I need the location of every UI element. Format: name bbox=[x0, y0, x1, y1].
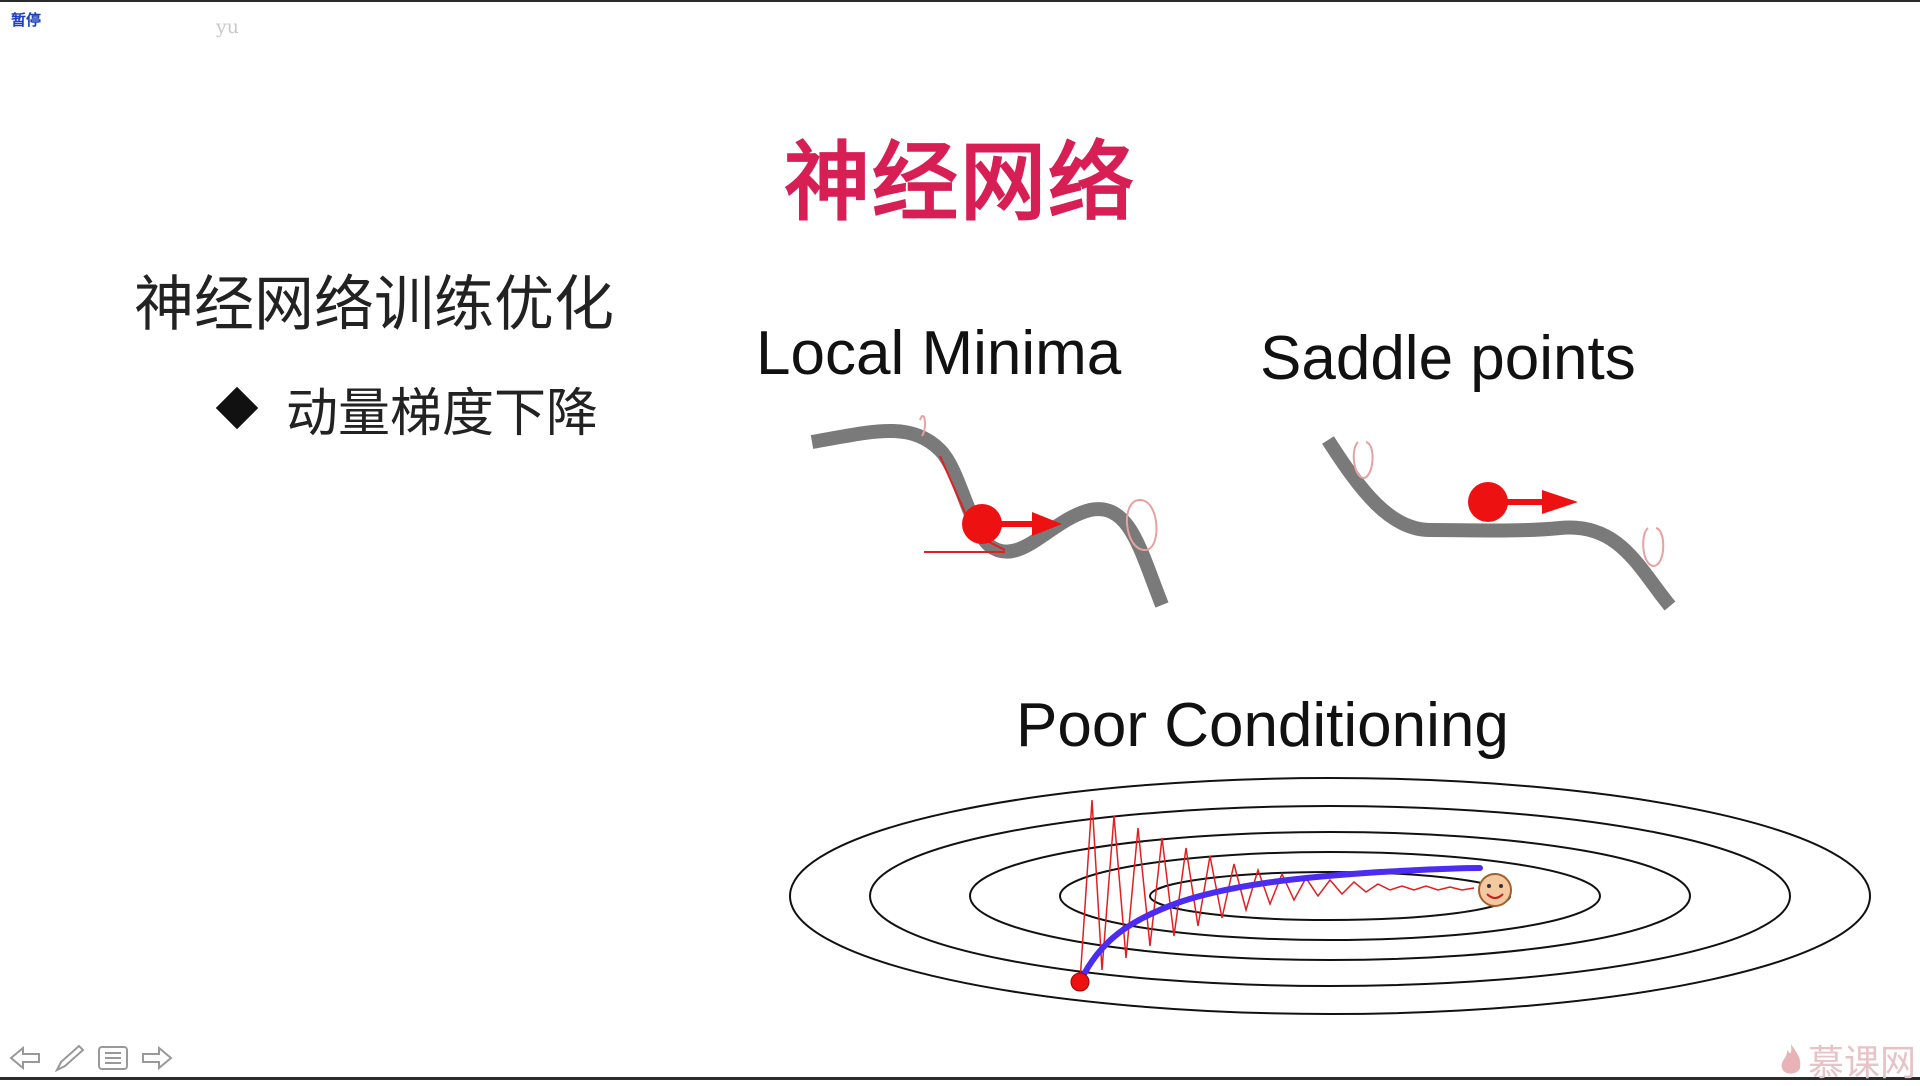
brand-logo: 慕课网 bbox=[1778, 1034, 1916, 1086]
poor-conditioning-label: Poor Conditioning bbox=[1016, 691, 1509, 760]
contour-ring-4 bbox=[1059, 851, 1601, 941]
annotation-loop-2 bbox=[1642, 527, 1665, 568]
annotation-loop bbox=[1352, 441, 1374, 480]
saddle-curve bbox=[1322, 436, 1676, 611]
next-arrow-icon[interactable] bbox=[138, 1042, 176, 1074]
bottom-border bbox=[0, 1077, 1920, 1080]
poor-conditioning-diagram bbox=[789, 777, 1871, 1015]
local-minima-label: Local Minima bbox=[756, 319, 1122, 388]
arrowhead bbox=[1542, 490, 1578, 514]
contour-ring-3 bbox=[969, 831, 1691, 961]
saddle-points-diagram bbox=[1322, 436, 1676, 611]
local-minima-curve bbox=[810, 424, 1169, 608]
section-heading: 神经网络训练优化 bbox=[134, 270, 614, 340]
slide-title: 神经网络 bbox=[784, 133, 1136, 233]
annotation-loop-2 bbox=[1126, 499, 1158, 552]
top-border bbox=[0, 0, 1920, 2]
diamond-bullet-icon bbox=[215, 386, 259, 430]
bullet-item: 动量梯度下降 bbox=[215, 374, 598, 444]
minimum-smiley-icon bbox=[1478, 873, 1512, 907]
player-controls bbox=[6, 1040, 176, 1076]
ball bbox=[1468, 482, 1508, 522]
annotation-loop bbox=[919, 415, 927, 437]
pen-icon[interactable] bbox=[50, 1042, 88, 1074]
sgd-zigzag-path bbox=[1079, 799, 1475, 983]
contour-ring-2 bbox=[869, 805, 1791, 987]
saddle-points-label: Saddle points bbox=[1260, 324, 1636, 393]
arrowhead bbox=[1032, 512, 1062, 536]
bullet-text: 动量梯度下降 bbox=[286, 383, 599, 444]
prev-arrow-icon[interactable] bbox=[6, 1042, 44, 1074]
brand-text: 慕课网 bbox=[1807, 1043, 1916, 1084]
start-point bbox=[1070, 972, 1090, 992]
watermark-text: yu bbox=[216, 16, 239, 38]
menu-icon[interactable] bbox=[94, 1042, 132, 1074]
momentum-path bbox=[1077, 865, 1483, 985]
local-minima-diagram bbox=[810, 415, 1169, 608]
ball bbox=[962, 504, 1002, 544]
flame-icon bbox=[1781, 1044, 1801, 1074]
pause-badge[interactable]: 暂停 bbox=[11, 11, 42, 29]
contour-ring-1 bbox=[789, 777, 1871, 1015]
